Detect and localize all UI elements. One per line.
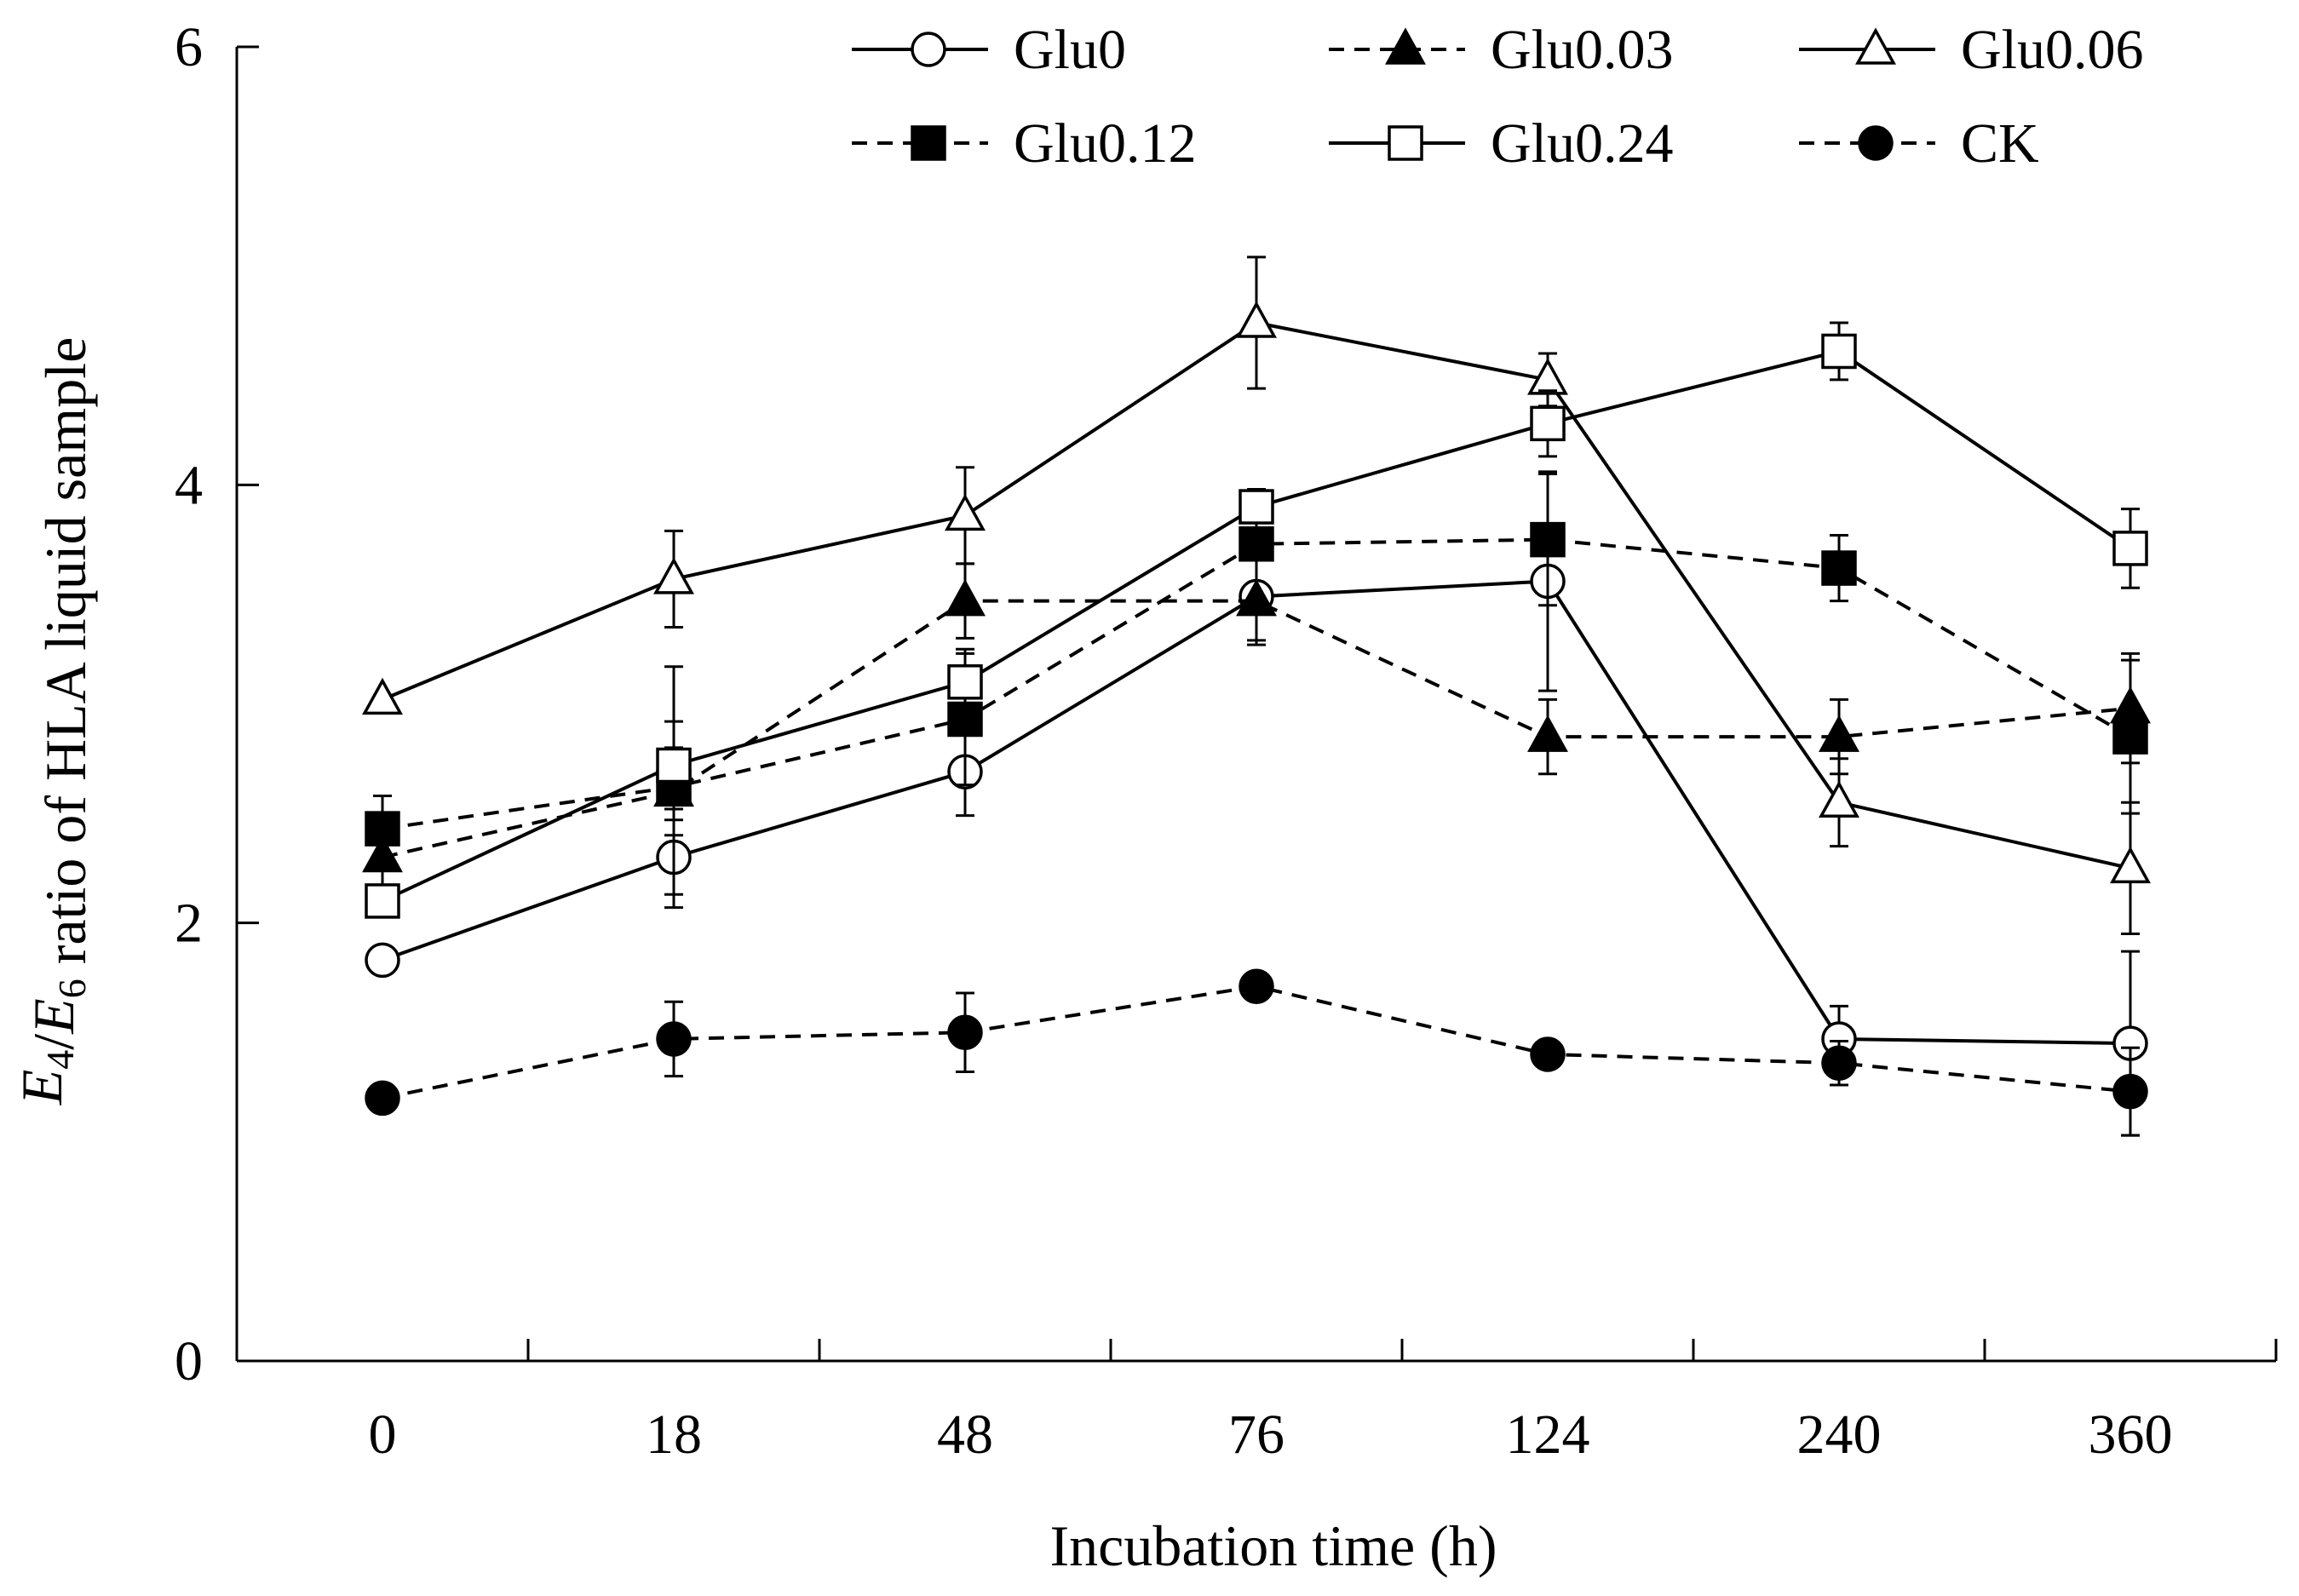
- legend-label: Glu0.06: [1961, 19, 2144, 81]
- legend-item-ck: CK: [1799, 112, 2039, 175]
- data-point-glu0-06: [653, 557, 694, 594]
- data-point-ck: [1821, 1045, 1857, 1082]
- data-point-glu0-06: [362, 677, 403, 715]
- legend-marker: [911, 125, 946, 161]
- legend-item-glu0-06: Glu0.06: [1799, 19, 2144, 81]
- data-point-ck: [1239, 968, 1274, 1004]
- data-point-glu0-12: [365, 811, 400, 847]
- data-point-glu0-24: [1239, 489, 1274, 525]
- series-ck: [365, 968, 2148, 1137]
- data-point-glu0-24: [656, 747, 692, 784]
- legend-item-glu0-24: Glu0.24: [1329, 112, 1674, 175]
- legend-marker: [911, 32, 946, 67]
- series-glu0-24: [365, 321, 2148, 919]
- series-glu0-06: [362, 255, 2151, 936]
- x-tick-label: 124: [1506, 1404, 1590, 1466]
- legend-label: Glu0.12: [1014, 112, 1197, 175]
- data-point-glu0: [365, 942, 400, 979]
- data-point-ck: [365, 1080, 400, 1117]
- data-point-glu0-24: [365, 883, 400, 919]
- legend: Glu0 Glu0.03 Glu0.06 Glu0.12 Glu0.24 CK: [852, 19, 2144, 175]
- data-point-glu0-06: [2110, 846, 2151, 884]
- legend-item-glu0-03: Glu0.03: [1329, 19, 1674, 81]
- data-point-ck: [2112, 1073, 2148, 1110]
- data-point-glu0-03: [1527, 715, 1568, 752]
- data-point-glu0-24: [1821, 333, 1857, 370]
- data-point-ck: [1530, 1036, 1566, 1072]
- legend-marker: [1855, 27, 1896, 65]
- data-point-glu0-24: [2112, 531, 2148, 566]
- legend-label: CK: [1961, 112, 2039, 175]
- data-point-glu0-06: [1819, 780, 1859, 818]
- data-point-glu0-03: [945, 579, 986, 617]
- axes: 0 2 4 6 0 18 48 76 124 240 360 Incubation time (h) E…: [9, 16, 2278, 1578]
- x-tick-label: 48: [937, 1404, 993, 1466]
- legend-marker: [1385, 27, 1426, 65]
- data-point-glu0-12: [2112, 719, 2148, 755]
- legend-marker: [1858, 125, 1894, 161]
- data-point-glu0-03: [1819, 715, 1859, 752]
- y-tick-label: 2: [175, 893, 203, 955]
- series-group: [362, 255, 2151, 1137]
- x-tick-label: 18: [646, 1404, 702, 1466]
- legend-label: Glu0.24: [1491, 112, 1674, 175]
- data-point-ck: [656, 1021, 692, 1057]
- x-tick-label: 240: [1797, 1404, 1882, 1466]
- data-point-glu0-12: [1821, 550, 1857, 586]
- legend-marker: [1388, 125, 1423, 161]
- x-tick-label: 0: [369, 1404, 397, 1466]
- data-point-glu0-24: [1530, 405, 1566, 442]
- data-point-glu0-06: [945, 493, 986, 531]
- data-point-glu0-12: [1239, 526, 1274, 562]
- y-tick-label: 4: [175, 454, 203, 516]
- series-glu0-12: [365, 472, 2148, 910]
- legend-item-glu0: Glu0: [852, 19, 1126, 81]
- data-point-ck: [947, 1014, 983, 1050]
- legend-label: Glu0.03: [1491, 19, 1674, 81]
- x-axis-title: Incubation time (h): [1050, 1513, 1497, 1578]
- x-tick-label: 360: [2089, 1404, 2173, 1466]
- y-axis-title: E4/E6 ratio of HLA liquid sample: [9, 337, 98, 1106]
- y-tick-label: 0: [175, 1330, 203, 1392]
- series-glu0-03: [362, 555, 2151, 898]
- data-point-glu0-24: [947, 664, 983, 700]
- data-point-glu0-06: [1236, 301, 1277, 338]
- y-tick-label: 6: [175, 16, 203, 78]
- data-point-glu0-12: [1530, 521, 1566, 558]
- x-tick-label: 76: [1228, 1404, 1285, 1466]
- legend-item-glu0-12: Glu0.12: [852, 112, 1197, 175]
- legend-label: Glu0: [1014, 19, 1126, 81]
